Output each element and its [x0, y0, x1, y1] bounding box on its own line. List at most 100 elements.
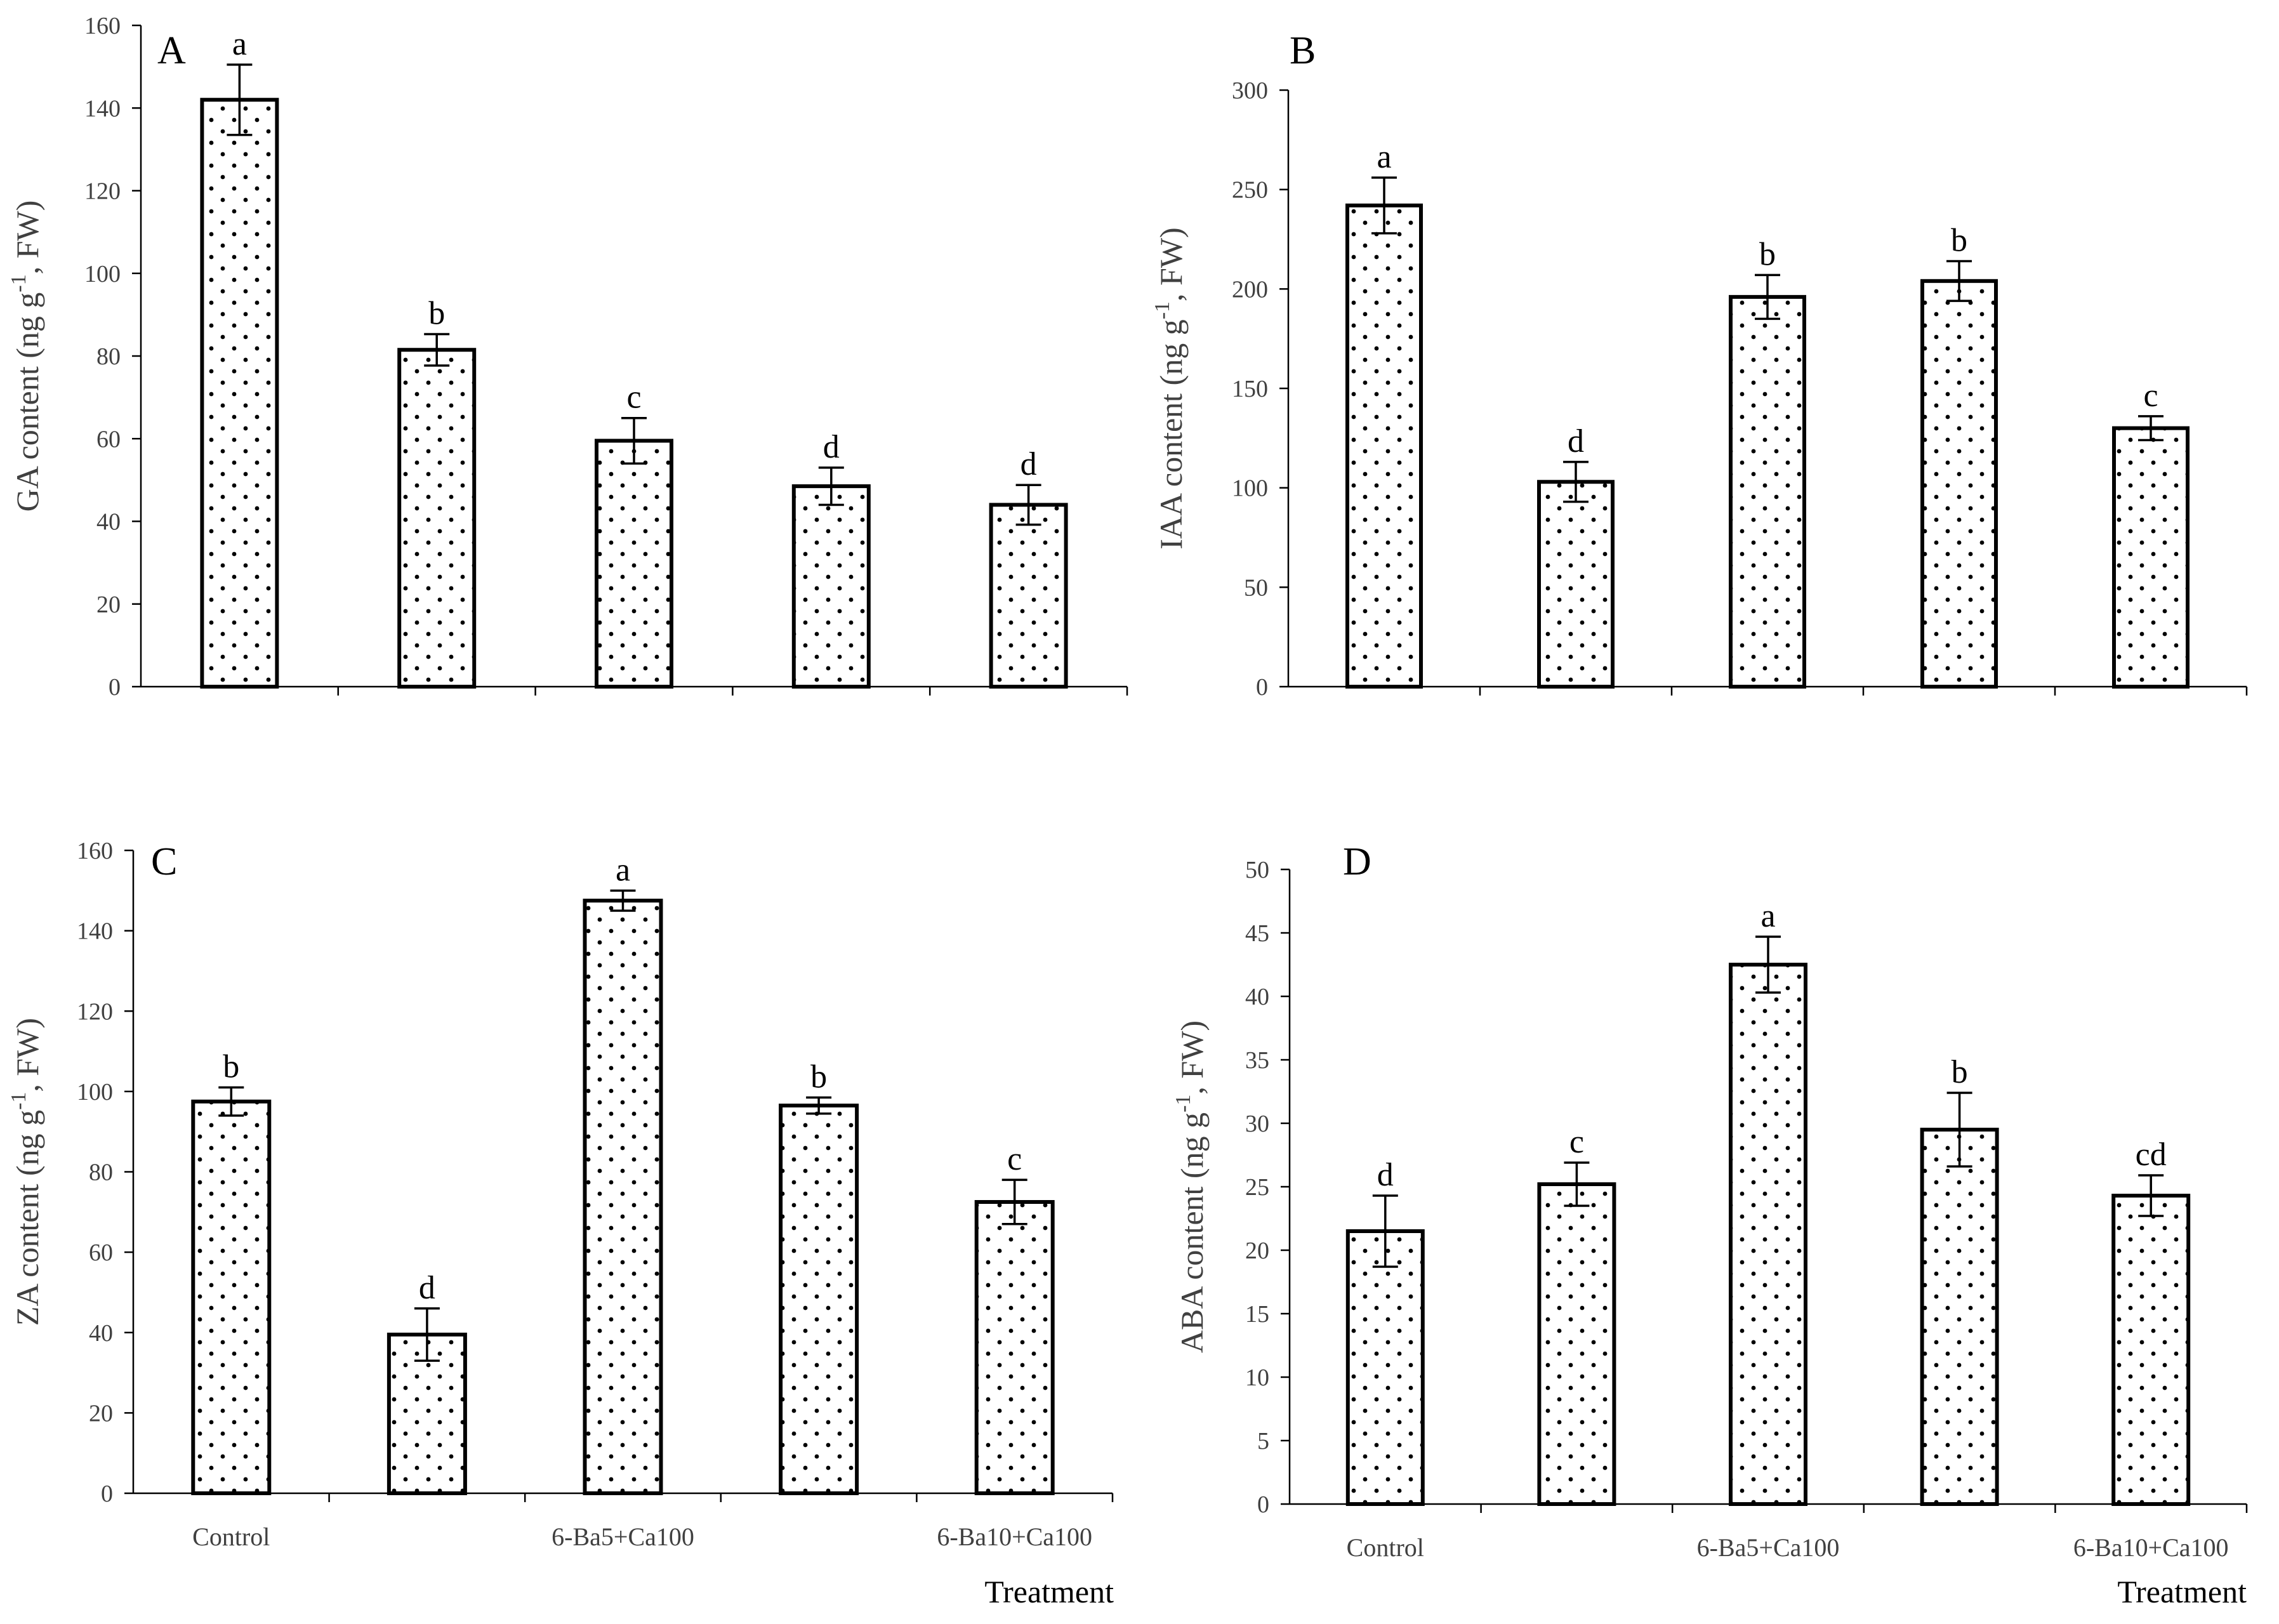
y-tick-label: 40	[89, 1320, 113, 1347]
y-tick-label: 40	[1245, 984, 1269, 1010]
significance-letter: a	[616, 852, 630, 888]
bar	[989, 503, 1068, 689]
y-tick-label: 25	[1245, 1174, 1269, 1201]
panel-d: 0 5 10 15 20 25 30 35 40 45 50 d Control c a 6-Ba5+Ca10…	[1172, 840, 2248, 1609]
significance-letter: b	[428, 295, 445, 331]
bar	[397, 348, 477, 689]
y-tick-label: 0	[101, 1481, 113, 1507]
y-axis-title-superscript: -1	[1172, 1095, 1195, 1112]
panel-letter: A	[157, 29, 186, 72]
significance-letter: b	[810, 1059, 827, 1095]
significance-letter: c	[1569, 1124, 1584, 1160]
significance-letter: d	[823, 429, 840, 465]
bar	[1729, 294, 1806, 689]
bar	[1345, 203, 1423, 689]
category-label: 6-Ba5+Ca100	[552, 1522, 694, 1551]
bar	[1345, 1229, 1425, 1506]
category-label: Control	[1347, 1533, 1424, 1562]
y-tick-label: 300	[1232, 77, 1268, 104]
significance-letter: b	[223, 1049, 239, 1085]
panel-b: 0 50 100 150 200 250 300 a d b b c B IAA content (ng …	[1151, 29, 2248, 701]
y-axis-title-tail: , FW)	[10, 1018, 45, 1092]
bar	[2111, 1194, 2191, 1506]
bar	[1537, 480, 1615, 689]
y-axis-title-superscript: -1	[7, 1092, 30, 1110]
y-tick-label: 40	[96, 509, 121, 536]
y-tick-label: 250	[1232, 177, 1268, 204]
y-tick-label: 80	[96, 343, 121, 370]
y-tick-label: 20	[89, 1400, 113, 1427]
y-tick-label: 5	[1257, 1428, 1269, 1455]
significance-letter: a	[232, 26, 247, 62]
y-axis-title-tail: , FW)	[10, 201, 45, 275]
y-tick-label: 10	[1245, 1364, 1269, 1391]
category-label: Control	[192, 1522, 270, 1551]
bar	[2112, 426, 2190, 689]
y-axis-title-main: GA content (ng g	[10, 293, 45, 512]
y-tick-label: 100	[1232, 475, 1268, 502]
y-tick-label: 0	[1256, 674, 1268, 701]
y-tick-label: 200	[1232, 276, 1268, 303]
y-tick-label: 0	[109, 674, 121, 701]
y-tick-label: 150	[1232, 376, 1268, 402]
x-axis-title: Treatment	[2117, 1574, 2247, 1609]
y-tick-label: 160	[84, 13, 121, 39]
y-tick-label: 100	[77, 1079, 113, 1106]
y-axis-title: ZA content (ng g-1, FW)	[7, 1018, 45, 1326]
y-tick-label: 140	[84, 95, 121, 122]
y-tick-label: 0	[1257, 1491, 1269, 1518]
significance-letter: b	[1759, 236, 1776, 272]
y-tick-label: 160	[77, 838, 113, 864]
significance-letter: d	[1377, 1157, 1394, 1193]
bar	[974, 1199, 1055, 1495]
bar	[191, 1099, 272, 1495]
y-tick-label: 120	[77, 998, 113, 1025]
panel-letter: B	[1290, 29, 1316, 72]
significance-letter: c	[2143, 378, 2158, 414]
y-axis-title: IAA content (ng g-1, FW)	[1151, 227, 1189, 549]
significance-letter: d	[1568, 423, 1584, 459]
y-axis-title-superscript: -1	[1151, 301, 1174, 319]
y-axis-title-main: ZA content (ng g	[10, 1110, 45, 1326]
panel-a: 0 20 40 60 80 100 120 140 160 a b c d d A GA content (n…	[7, 13, 1128, 701]
y-tick-label: 35	[1245, 1047, 1269, 1074]
bar	[779, 1104, 859, 1496]
y-tick-label: 45	[1245, 920, 1269, 947]
category-label: 6-Ba5+Ca100	[1697, 1533, 1840, 1562]
panel-c: 0 20 40 60 80 100 120 140 160 b Control d a 6-Ba5+Ca1…	[7, 838, 1114, 1609]
significance-letter: cd	[2136, 1137, 2167, 1173]
significance-letter: b	[1951, 222, 1967, 258]
significance-letter: b	[1952, 1054, 1968, 1090]
y-axis-title-superscript: -1	[7, 274, 30, 292]
y-tick-label: 20	[96, 591, 121, 618]
y-tick-label: 100	[84, 261, 121, 287]
bar	[595, 439, 673, 689]
y-axis-title-main: IAA content (ng g	[1153, 319, 1189, 549]
y-tick-label: 20	[1245, 1238, 1269, 1264]
bar	[1920, 1128, 1999, 1506]
bar	[1729, 963, 1807, 1506]
y-tick-label: 15	[1245, 1301, 1269, 1328]
y-tick-label: 80	[89, 1159, 113, 1186]
significance-letter: a	[1377, 139, 1391, 175]
significance-letter: d	[419, 1270, 435, 1306]
y-axis-title: ABA content (ng g-1, FW)	[1172, 1020, 1210, 1353]
y-tick-label: 50	[1244, 574, 1268, 601]
bar	[1537, 1182, 1616, 1506]
bar	[791, 484, 871, 689]
panel-letter: D	[1343, 840, 1371, 883]
y-axis-title-tail: , FW)	[1153, 227, 1189, 301]
y-tick-label: 30	[1245, 1111, 1269, 1137]
bar	[200, 98, 279, 689]
y-tick-label: 60	[89, 1239, 113, 1266]
panel-letter: C	[151, 840, 177, 883]
y-tick-label: 120	[84, 178, 121, 205]
bar	[583, 899, 663, 1495]
significance-letter: d	[1021, 446, 1037, 482]
y-tick-label: 140	[77, 918, 113, 945]
y-axis-title-tail: , FW)	[1174, 1020, 1210, 1095]
bar	[1920, 279, 1998, 689]
significance-letter: a	[1760, 898, 1775, 934]
y-axis-title-main: ABA content (ng g	[1174, 1112, 1210, 1353]
